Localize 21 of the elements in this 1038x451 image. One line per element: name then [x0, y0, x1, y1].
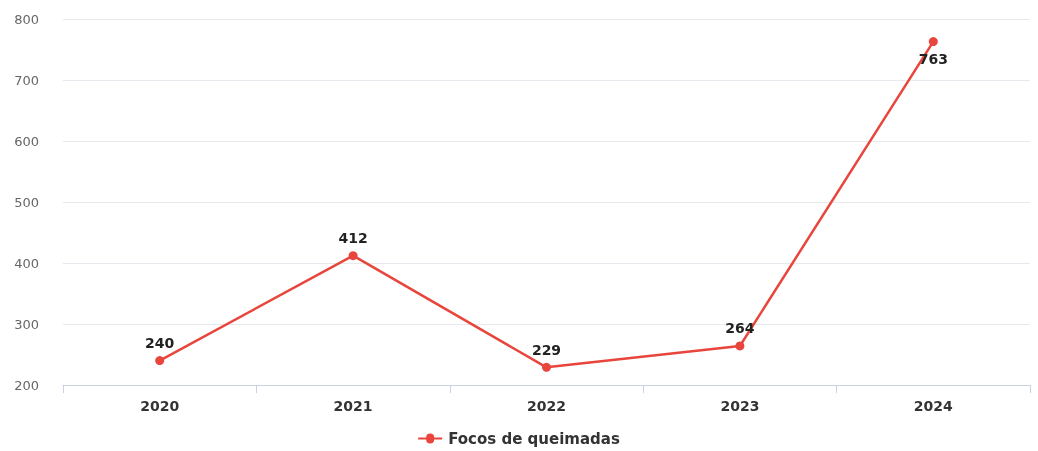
y-tick-label: 200	[14, 377, 39, 393]
point	[542, 362, 551, 372]
x-tick-label: 2020	[140, 398, 180, 414]
point	[348, 251, 358, 261]
data-label: 229	[531, 341, 562, 358]
data-label: 412	[338, 230, 368, 247]
point	[735, 341, 745, 351]
y-tick-label: 300	[14, 316, 39, 332]
y-tick-label: 500	[14, 194, 39, 210]
x-tick-label: 2024	[913, 398, 954, 414]
legend-label: Focos de queimadas	[448, 429, 620, 448]
x-tick-label: 2021	[333, 398, 373, 414]
y-tick-label: 700	[14, 72, 39, 88]
point	[928, 37, 938, 47]
point	[155, 356, 165, 366]
data-label: 240	[145, 335, 175, 352]
x-tick-label: 2023	[720, 398, 760, 414]
x-tick-label: 2022	[527, 398, 566, 414]
y-tick-label: 800	[14, 11, 39, 27]
y-tick-label: 400	[14, 255, 39, 271]
y-tick-label: 600	[14, 133, 39, 149]
